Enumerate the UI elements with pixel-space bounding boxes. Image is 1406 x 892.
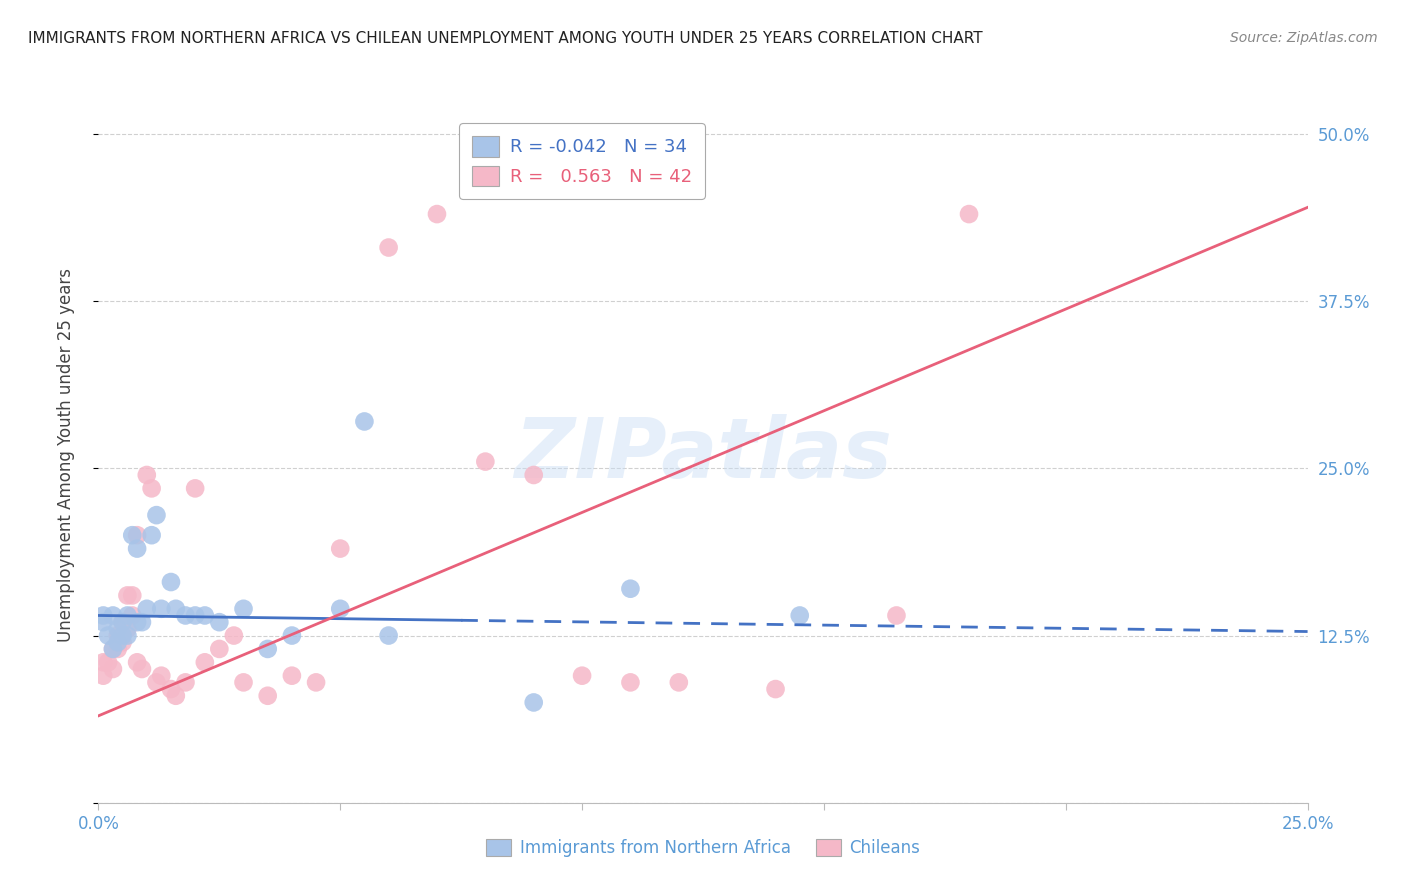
Point (353, 414, 375, 429)
Point (765, 681, 787, 696)
Point (127, 655, 149, 669)
Point (160, 681, 183, 696)
Point (184, 608, 207, 623)
Point (281, 669, 304, 683)
Point (91, 655, 114, 669)
Point (886, 608, 908, 623)
Point (174, 675, 197, 690)
Point (329, 541, 352, 556)
Text: ZIPatlas: ZIPatlas (515, 415, 891, 495)
Point (789, 608, 811, 623)
Point (101, 642, 124, 657)
Point (377, 241, 399, 255)
Point (165, 689, 187, 703)
Point (121, 528, 143, 542)
Point (329, 602, 352, 616)
Point (145, 675, 167, 690)
Point (222, 628, 245, 642)
Point (111, 635, 134, 649)
Point (377, 628, 399, 642)
Point (111, 615, 134, 630)
Point (619, 582, 641, 596)
Point (571, 669, 593, 683)
Point (145, 508, 167, 523)
Point (474, 455, 496, 469)
Point (131, 662, 153, 676)
Point (127, 528, 149, 542)
Point (150, 669, 173, 683)
Point (184, 482, 207, 496)
Point (208, 615, 231, 630)
Point (91, 608, 114, 623)
Point (160, 575, 183, 590)
Point (305, 675, 328, 690)
Point (256, 689, 278, 703)
Point (150, 602, 173, 616)
Point (91, 669, 114, 683)
Point (232, 602, 254, 616)
Point (668, 675, 690, 690)
Point (141, 528, 163, 542)
Point (208, 642, 231, 657)
Point (121, 608, 143, 623)
Point (107, 642, 129, 657)
Point (141, 482, 163, 496)
Point (135, 602, 157, 616)
Point (111, 615, 134, 630)
Point (101, 608, 124, 623)
Point (174, 608, 197, 623)
Point (194, 655, 217, 669)
Point (107, 628, 129, 642)
Point (165, 602, 187, 616)
Point (107, 635, 129, 649)
Point (117, 608, 139, 623)
Point (523, 467, 546, 482)
Point (97, 628, 120, 642)
Point (426, 207, 449, 221)
Point (127, 541, 149, 556)
Point (117, 589, 139, 603)
Point (121, 589, 143, 603)
Point (135, 467, 157, 482)
Point (232, 675, 254, 690)
Point (523, 696, 546, 710)
Text: Source: ZipAtlas.com: Source: ZipAtlas.com (1230, 31, 1378, 45)
Point (117, 622, 139, 636)
Point (194, 608, 217, 623)
Point (111, 628, 134, 642)
Point (107, 622, 129, 636)
Point (97, 655, 120, 669)
Point (281, 628, 304, 642)
Point (101, 642, 124, 657)
Point (127, 615, 149, 630)
Point (91, 615, 114, 630)
Point (131, 615, 153, 630)
Point (619, 675, 641, 690)
Text: IMMIGRANTS FROM NORTHERN AFRICA VS CHILEAN UNEMPLOYMENT AMONG YOUTH UNDER 25 YEA: IMMIGRANTS FROM NORTHERN AFRICA VS CHILE… (28, 31, 983, 46)
Y-axis label: Unemployment Among Youth under 25 years: Unemployment Among Youth under 25 years (56, 268, 75, 642)
Point (101, 662, 124, 676)
Point (117, 628, 139, 642)
Point (256, 642, 278, 657)
Legend: Immigrants from Northern Africa, Chileans: Immigrants from Northern Africa, Chilean… (479, 832, 927, 864)
Point (957, 207, 980, 221)
